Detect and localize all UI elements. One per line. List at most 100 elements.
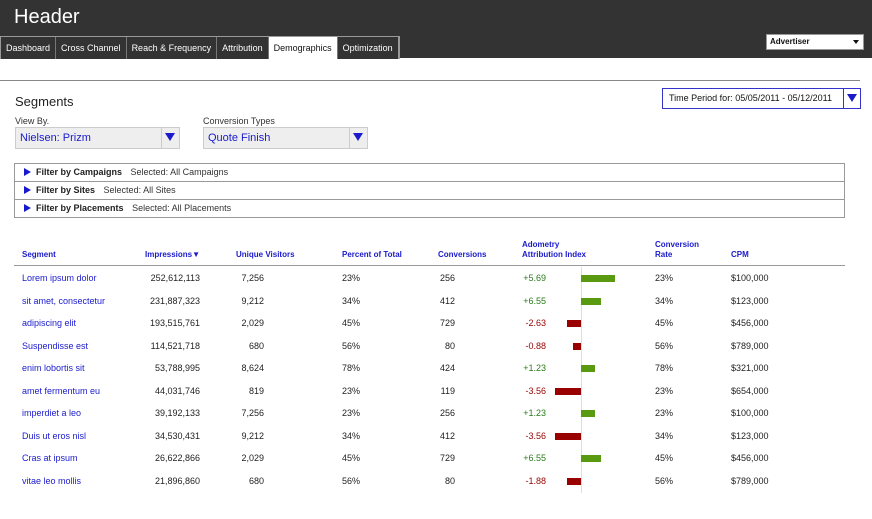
percent-value: 34% xyxy=(342,295,361,306)
segment-link[interactable]: Cras at ipsum xyxy=(22,453,78,463)
unique-visitors-value: 2,029 xyxy=(241,318,264,328)
filter-campaigns[interactable]: Filter by Campaigns Selected: All Campai… xyxy=(15,164,844,182)
segment-link[interactable]: enim lobortis sit xyxy=(22,363,85,373)
table-row: amet fermentum eu 44,031,746 819 23% 119 -3.5… xyxy=(0,384,872,406)
unique-visitors-value: 9,212 xyxy=(241,295,264,306)
app-title: Header xyxy=(14,6,80,28)
attribution-index-value: +6.55 xyxy=(523,295,546,306)
percent-value: 56% xyxy=(342,475,361,486)
tab-reach-frequency[interactable]: Reach & Frequency xyxy=(126,37,218,59)
attribution-negative-bar xyxy=(567,477,581,485)
attribution-index-value: -3.56 xyxy=(525,385,546,396)
conversion-types-value: Quote Finish xyxy=(208,132,271,144)
impressions-value: 114,521,718 xyxy=(150,340,200,351)
tab-attribution[interactable]: Attribution xyxy=(217,37,269,59)
attribution-positive-bar xyxy=(581,297,601,305)
percent-value: 23% xyxy=(342,273,361,283)
attribution-index-value: +5.69 xyxy=(523,273,546,283)
triangle-right-icon xyxy=(24,168,31,176)
table-row: vitae leo mollis 21,896,860 680 56% 80 -1.88 5… xyxy=(0,474,872,496)
segment-link[interactable]: imperdiet a leo xyxy=(22,408,82,418)
cpm-value: $123,000 xyxy=(731,295,769,306)
attribution-index-value: +1.23 xyxy=(523,363,546,373)
filter-name: Filter by Campaigns xyxy=(36,167,123,177)
segment-link[interactable]: amet fermentum eu xyxy=(22,385,101,396)
percent-value: 23% xyxy=(342,385,361,396)
conversion-rate-value: 34% xyxy=(655,295,674,306)
impressions-value: 21,896,860 xyxy=(154,475,200,486)
column-header-impressions[interactable]: Impressions▼ xyxy=(145,250,201,259)
filter-name: Filter by Placements xyxy=(36,203,124,213)
column-header-attribution-index[interactable]: Adometry Attribution Index xyxy=(522,240,586,260)
impressions-value: 231,887,323 xyxy=(149,295,200,306)
percent-value: 45% xyxy=(342,453,361,463)
triangle-right-icon xyxy=(24,204,31,212)
tab-demographics[interactable]: Demographics xyxy=(268,37,338,59)
tab-optimization[interactable]: Optimization xyxy=(337,37,399,59)
conversion-types-dropdown-button[interactable] xyxy=(349,128,367,148)
time-period-value: 05/05/2011 - 05/12/2011 xyxy=(735,93,832,103)
table-row: Cras at ipsum 26,622,866 2,029 45% 729 +6.55 4… xyxy=(0,451,872,473)
time-period-label: Time Period for: xyxy=(669,93,733,103)
column-header-percent-of-total[interactable]: Percent of Total xyxy=(342,250,402,259)
attribution-positive-bar xyxy=(581,275,616,282)
attribution-index-value: -1.88 xyxy=(525,475,546,486)
conversion-types-select[interactable]: Quote Finish xyxy=(203,127,368,149)
conversions-value: 80 xyxy=(444,340,455,351)
segment-link[interactable]: Suspendisse est xyxy=(22,340,89,351)
unique-visitors-value: 7,256 xyxy=(241,408,264,418)
triangle-down-icon xyxy=(353,133,363,141)
unique-visitors-value: 7,256 xyxy=(241,273,264,283)
attribution-negative-bar xyxy=(572,342,581,350)
segment-link[interactable]: Duis ut eros nisl xyxy=(22,430,87,441)
conversions-value: 119 xyxy=(440,385,455,396)
tab-cross-channel[interactable]: Cross Channel xyxy=(56,37,127,59)
column-header-conversion-rate[interactable]: Conversion Rate xyxy=(655,240,699,260)
view-by-select[interactable]: Nielsen: Prizm xyxy=(15,127,180,149)
conversions-value: 80 xyxy=(444,475,455,486)
column-header-line: Attribution Index xyxy=(522,250,586,259)
segment-link[interactable]: sit amet, consectetur xyxy=(22,295,106,306)
unique-visitors-value: 8,624 xyxy=(241,363,264,373)
conversion-rate-value: 23% xyxy=(655,385,674,396)
filter-selected: Selected: All Placements xyxy=(132,203,232,213)
filter-placements[interactable]: Filter by Placements Selected: All Place… xyxy=(15,200,844,218)
filter-sites[interactable]: Filter by Sites Selected: All Sites xyxy=(15,182,844,200)
tab-dashboard[interactable]: Dashboard xyxy=(1,37,57,59)
segment-link[interactable]: Lorem ipsum dolor xyxy=(22,273,97,283)
impressions-value: 26,622,866 xyxy=(154,453,200,463)
percent-value: 34% xyxy=(342,430,361,441)
column-header-conversions[interactable]: Conversions xyxy=(438,250,487,259)
table-row: imperdiet a leo 39,192,133 7,256 23% 256 +1.2… xyxy=(0,406,872,428)
view-by-value: Nielsen: Prizm xyxy=(20,132,91,144)
conversion-types-label: Conversion Types xyxy=(203,116,275,126)
cpm-value: $456,000 xyxy=(731,453,769,463)
unique-visitors-value: 680 xyxy=(248,475,264,486)
unique-visitors-value: 819 xyxy=(248,385,264,396)
conversion-rate-value: 34% xyxy=(655,430,674,441)
filter-selected: Selected: All Campaigns xyxy=(130,167,229,177)
time-period-select[interactable]: Time Period for: 05/05/2011 - 05/12/2011 xyxy=(662,88,861,109)
segment-link[interactable]: adipiscing elit xyxy=(22,318,77,328)
table-row: sit amet, consectetur 231,887,323 9,212 34%… xyxy=(0,294,872,316)
impressions-value: 34,530,431 xyxy=(154,430,200,441)
table-row: Lorem ipsum dolor 252,612,113 7,256 23% 256 +… xyxy=(0,271,872,293)
conversion-rate-value: 45% xyxy=(655,453,674,463)
triangle-right-icon xyxy=(24,186,31,194)
column-header-segment[interactable]: Segment xyxy=(22,250,56,259)
conversion-rate-value: 78% xyxy=(655,363,674,373)
conversion-rate-value: 56% xyxy=(655,475,674,486)
view-by-dropdown-button[interactable] xyxy=(161,128,179,148)
header-divider xyxy=(0,80,860,81)
column-header-unique-visitors[interactable]: Unique Visitors xyxy=(236,250,295,259)
segment-link[interactable]: vitae leo mollis xyxy=(22,475,82,486)
conversions-value: 412 xyxy=(439,295,455,306)
conversion-rate-value: 56% xyxy=(655,340,674,351)
column-header-cpm[interactable]: CPM xyxy=(731,250,749,259)
attribution-negative-bar xyxy=(555,432,581,440)
filter-name: Filter by Sites xyxy=(36,185,96,195)
attribution-zero-axis xyxy=(581,267,582,493)
time-period-dropdown-button[interactable] xyxy=(843,89,860,108)
unique-visitors-value: 2,029 xyxy=(241,453,264,463)
advertiser-select[interactable]: Advertiser xyxy=(766,34,864,50)
